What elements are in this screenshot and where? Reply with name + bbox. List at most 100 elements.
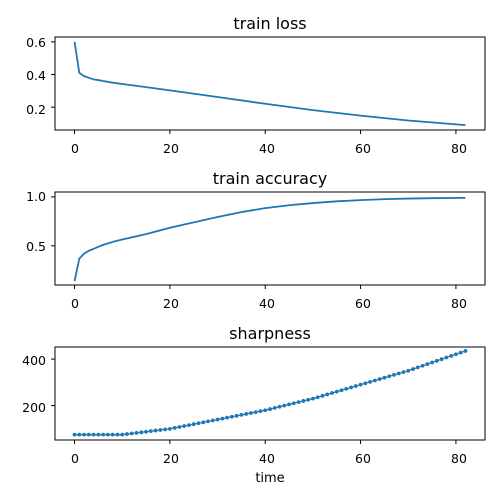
- data-point: [454, 352, 458, 357]
- data-point: [268, 407, 272, 411]
- data-point: [106, 432, 110, 437]
- data-point: [368, 379, 373, 384]
- data-point: [258, 409, 263, 414]
- data-point: [144, 429, 148, 434]
- data-point: [72, 432, 77, 437]
- data-point: [134, 431, 139, 435]
- y-tick-label: 1.0: [26, 189, 46, 204]
- data-point: [311, 396, 315, 401]
- data-point: [220, 416, 225, 421]
- data-point: [277, 404, 282, 409]
- data-point: [187, 423, 191, 428]
- data-point: [96, 432, 101, 437]
- data-point: [301, 399, 306, 403]
- data-point: [296, 400, 301, 404]
- subplot-train-loss: train loss 0.2 0.4 0.6 0 20 40 60 80: [26, 14, 486, 156]
- x-tick-label: 20: [163, 141, 179, 156]
- data-point: [282, 403, 287, 408]
- data-point: [377, 377, 382, 381]
- data-point: [82, 432, 86, 437]
- data-point: [349, 385, 353, 390]
- x-tick-label: 60: [355, 296, 371, 311]
- data-point: [430, 360, 434, 365]
- data-point: [153, 428, 158, 433]
- y-tick-labels: 200 400: [22, 353, 46, 415]
- plot-marks: [51, 196, 466, 289]
- data-point: [392, 373, 396, 377]
- axes-frame: [54, 36, 486, 131]
- data-point: [425, 362, 430, 367]
- x-tick-label: 40: [259, 451, 275, 466]
- plot-marks: [51, 41, 466, 134]
- data-point: [353, 384, 358, 388]
- subplot-sharpness: sharpness 200 400 0 20 40 60 80 time: [22, 324, 486, 486]
- data-point: [215, 417, 220, 422]
- y-tick-label: 0.5: [26, 239, 46, 254]
- x-tick-label: 40: [259, 141, 275, 156]
- data-point: [115, 432, 120, 437]
- data-point: [177, 425, 182, 429]
- data-point: [191, 422, 196, 427]
- data-point: [86, 432, 91, 437]
- x-tick-label: 60: [355, 141, 371, 156]
- data-point: [315, 395, 320, 400]
- y-tick-labels: 0.5 1.0: [26, 189, 46, 254]
- data-point: [234, 413, 239, 418]
- axes-frame: [54, 346, 486, 441]
- data-point: [287, 402, 291, 407]
- data-point: [239, 412, 244, 417]
- x-tick-label: 20: [163, 296, 179, 311]
- data-point: [110, 432, 115, 437]
- series-line: [73, 41, 466, 127]
- data-point: [253, 410, 258, 414]
- data-point: [91, 432, 96, 437]
- y-tick-label: 200: [22, 400, 46, 415]
- data-point: [167, 426, 172, 431]
- data-point: [363, 381, 368, 386]
- data-point: [382, 375, 387, 380]
- data-point: [196, 421, 201, 426]
- data-point: [201, 420, 206, 425]
- subplot-train-accuracy: train accuracy 0.5 1.0 0 20 40 60 80: [26, 169, 486, 311]
- data-point: [339, 388, 344, 393]
- data-point: [225, 415, 230, 420]
- data-point: [158, 428, 163, 432]
- data-point: [263, 408, 268, 413]
- y-tick-labels: 0.2 0.4 0.6: [26, 35, 46, 117]
- data-point: [291, 401, 296, 406]
- data-point: [320, 393, 325, 398]
- data-point: [125, 432, 129, 436]
- data-point: [272, 406, 277, 410]
- chart-title: train accuracy: [213, 169, 328, 188]
- data-point: [444, 355, 449, 360]
- data-point: [434, 358, 439, 363]
- data-point: [77, 432, 82, 437]
- data-point: [396, 371, 401, 376]
- data-point: [325, 392, 330, 397]
- x-tick-label: 80: [451, 451, 467, 466]
- x-axis-label: time: [255, 471, 284, 486]
- data-point: [129, 431, 134, 436]
- x-tick-label: 0: [71, 296, 79, 311]
- data-point: [463, 349, 468, 353]
- series-line: [73, 196, 466, 282]
- x-tick-label: 80: [451, 141, 467, 156]
- axes-frame: [54, 191, 486, 286]
- x-tick-label: 80: [451, 296, 467, 311]
- y-tick-label: 0.4: [26, 68, 46, 83]
- x-tick-label: 0: [71, 141, 79, 156]
- x-tick-label: 60: [355, 451, 371, 466]
- data-point: [401, 370, 406, 375]
- x-tick-labels: 0 20 40 60 80: [71, 451, 467, 466]
- data-point: [411, 367, 415, 371]
- data-point: [458, 350, 463, 355]
- data-point: [206, 419, 210, 424]
- data-point: [101, 432, 106, 437]
- data-point: [406, 368, 411, 373]
- chart-title: sharpness: [229, 324, 311, 343]
- x-tick-labels: 0 20 40 60 80: [71, 296, 467, 311]
- data-point: [372, 378, 377, 383]
- data-point: [229, 414, 234, 419]
